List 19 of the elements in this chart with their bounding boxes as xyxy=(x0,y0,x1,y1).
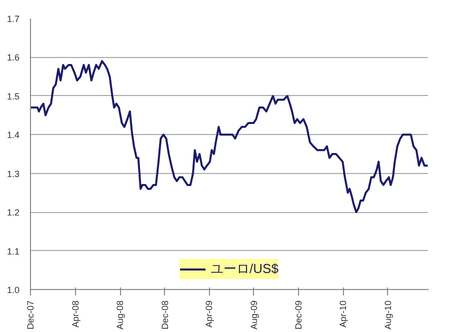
y-tick-label: 1.7 xyxy=(6,14,20,24)
x-tick-label: Aug-10 xyxy=(382,300,393,330)
x-tick-label: Aug-09 xyxy=(248,300,259,330)
y-tick-label: 1.0 xyxy=(6,285,20,295)
x-tick-label: Apr-09 xyxy=(204,300,214,328)
y-tick-label: 1.4 xyxy=(6,130,20,140)
y-tick-label: 1.5 xyxy=(6,91,20,102)
x-tick-label: Aug-08 xyxy=(115,300,126,330)
legend-label: ユーロ/US$ xyxy=(210,260,278,278)
y-tick-label: 1.2 xyxy=(6,208,20,218)
x-tick-label: Apr-08 xyxy=(70,300,80,328)
x-tick-label: Dec-09 xyxy=(294,300,304,330)
line-series xyxy=(30,60,428,214)
y-tick-label: 1.3 xyxy=(6,168,20,179)
x-tick-label: Dec-08 xyxy=(160,300,170,330)
x-tick-label: Apr-10 xyxy=(338,300,348,328)
x-tick-label: Dec-07 xyxy=(26,300,36,330)
y-tick-label: 1.6 xyxy=(6,52,20,63)
y-tick-label: 1.1 xyxy=(6,246,20,256)
